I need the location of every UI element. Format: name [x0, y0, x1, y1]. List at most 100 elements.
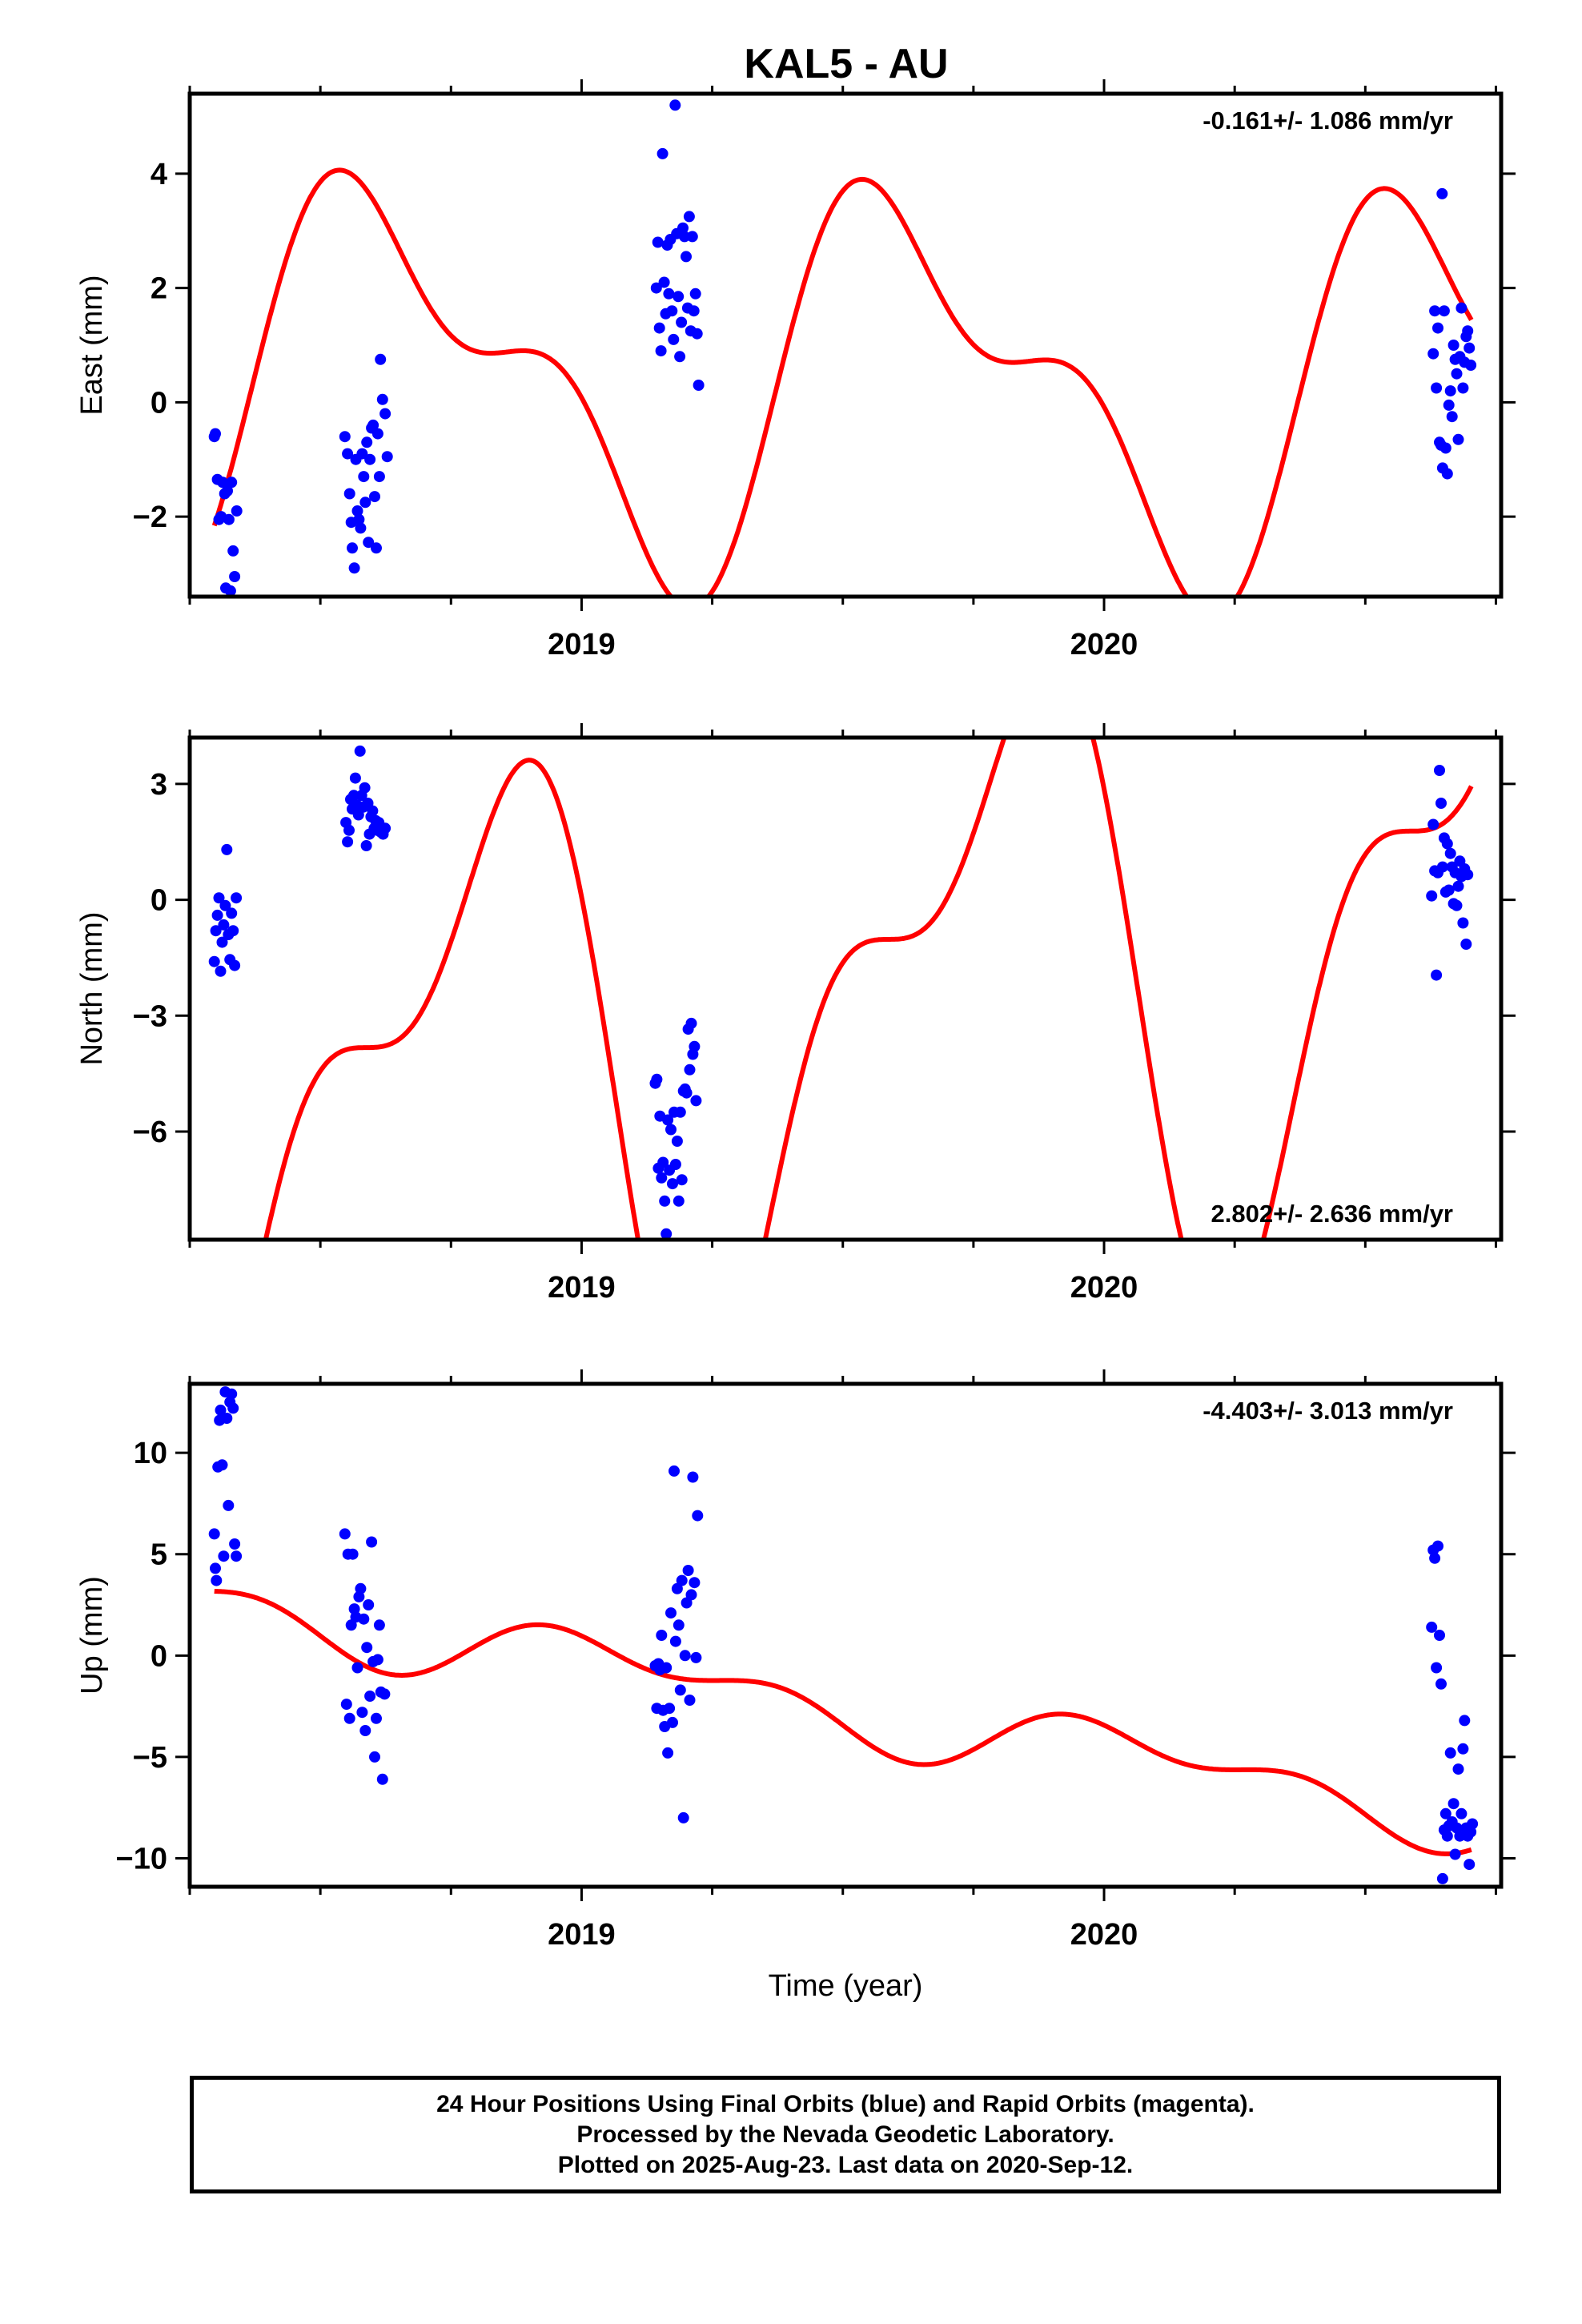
- data-point: [361, 1642, 373, 1654]
- data-point: [653, 322, 665, 334]
- data-point: [673, 1195, 685, 1207]
- data-point: [343, 488, 355, 500]
- data-point: [1462, 869, 1474, 881]
- data-point: [659, 1195, 671, 1207]
- data-point: [1462, 325, 1474, 337]
- data-point: [373, 1619, 385, 1631]
- data-point: [690, 1095, 702, 1107]
- data-point: [1443, 399, 1455, 411]
- data-point: [677, 1811, 689, 1823]
- data-point: [339, 1528, 351, 1540]
- data-point: [342, 448, 354, 460]
- data-point: [218, 919, 230, 931]
- data-point: [681, 1087, 693, 1099]
- data-point: [661, 1228, 673, 1240]
- data-point: [369, 1751, 380, 1763]
- data-point: [689, 1040, 701, 1052]
- data-point: [227, 545, 239, 557]
- data-point: [674, 1684, 686, 1696]
- data-point: [224, 585, 236, 597]
- data-point: [656, 1172, 668, 1184]
- y-tick-label: −2: [133, 501, 167, 534]
- data-point: [1438, 305, 1450, 317]
- data-point: [1443, 884, 1455, 896]
- data-point: [1457, 1743, 1469, 1755]
- data-point: [379, 408, 391, 420]
- x-tick-label: 2019: [548, 1271, 616, 1305]
- data-point: [231, 1550, 243, 1562]
- y-tick-label: 2: [151, 272, 167, 306]
- data-point: [1432, 322, 1443, 334]
- data-point: [216, 1459, 228, 1471]
- data-point: [1452, 880, 1464, 892]
- velocity-annotation: -4.403+/- 3.013 mm/yr: [1203, 1397, 1453, 1425]
- data-point: [669, 1159, 681, 1170]
- data-point: [690, 1651, 702, 1663]
- data-point: [1451, 368, 1463, 380]
- data-point: [652, 236, 664, 248]
- data-point: [1444, 1747, 1456, 1759]
- data-point: [1429, 305, 1441, 317]
- y-tick-label: 3: [151, 768, 167, 802]
- data-point: [667, 1178, 678, 1190]
- data-point: [655, 345, 667, 357]
- data-point: [1454, 1830, 1466, 1842]
- data-point: [669, 99, 681, 111]
- x-tick-label: 2020: [1070, 1271, 1138, 1305]
- plot-frame: [187, 91, 1504, 599]
- data-point: [664, 1703, 676, 1715]
- data-point: [692, 1510, 704, 1522]
- data-point: [375, 353, 387, 365]
- data-point: [1460, 939, 1472, 950]
- data-point: [669, 1635, 681, 1647]
- data-point: [681, 251, 692, 263]
- data-point: [1434, 765, 1445, 776]
- data-point: [351, 505, 363, 517]
- velocity-annotation: 2.802+/- 2.636 mm/yr: [1211, 1200, 1453, 1228]
- data-point: [1439, 1807, 1452, 1819]
- data-point: [673, 291, 685, 303]
- data-point: [231, 892, 243, 904]
- data-point: [371, 1654, 383, 1666]
- data-point: [1444, 847, 1456, 859]
- data-point: [351, 1662, 363, 1674]
- data-point: [359, 497, 371, 509]
- data-point: [651, 1073, 663, 1085]
- data-point: [231, 505, 243, 517]
- data-point: [689, 1577, 701, 1589]
- data-point: [681, 1597, 693, 1609]
- x-tick-label: 2019: [548, 1918, 616, 1952]
- velocity-annotation: -0.161+/- 1.086 mm/yr: [1203, 107, 1453, 135]
- data-point: [669, 1465, 680, 1477]
- data-point: [358, 471, 370, 483]
- data-point: [1447, 340, 1460, 351]
- data-point: [356, 1707, 368, 1719]
- data-point: [359, 782, 371, 794]
- data-point: [222, 485, 233, 497]
- data-point: [1464, 1859, 1476, 1871]
- y-tick-label: 0: [151, 386, 167, 420]
- y-tick-label: 0: [151, 1639, 167, 1673]
- data-point: [668, 333, 680, 345]
- data-point: [682, 1565, 694, 1576]
- data-point: [347, 542, 358, 554]
- data-point: [683, 211, 695, 223]
- data-point: [360, 840, 372, 851]
- data-point: [367, 805, 379, 817]
- data-point: [340, 1699, 352, 1711]
- data-point: [381, 451, 393, 463]
- data-point: [358, 1613, 370, 1625]
- data-point: [215, 965, 227, 977]
- footer-line-orbits: 24 Hour Positions Using Final Orbits (bl…: [436, 2090, 1255, 2117]
- data-point: [657, 1156, 669, 1168]
- model-fit-line: [211, 167, 1474, 597]
- data-point: [213, 892, 225, 904]
- data-point: [1435, 798, 1447, 809]
- data-point: [217, 476, 229, 489]
- footer-line-plotted: Plotted on 2025-Aug-23. Last data on 202…: [557, 2151, 1134, 2178]
- data-point: [359, 1725, 371, 1736]
- data-point: [1426, 1621, 1438, 1633]
- y-tick-label: 0: [151, 884, 167, 918]
- data-point: [685, 1017, 697, 1029]
- data-point: [673, 1619, 685, 1631]
